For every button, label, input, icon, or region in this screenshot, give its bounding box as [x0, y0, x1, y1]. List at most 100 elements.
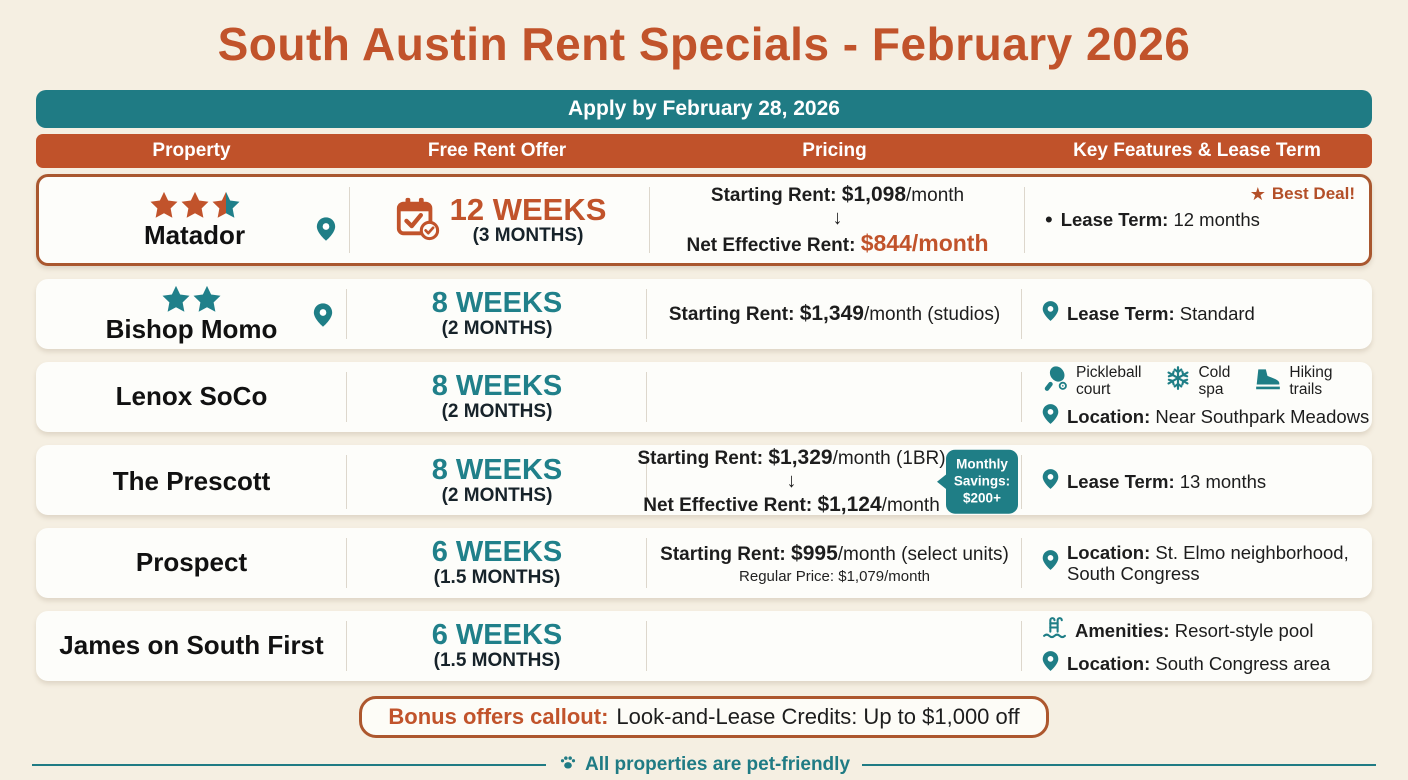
- offer-months: (1.5 MONTHS): [433, 566, 561, 588]
- location-pin-icon: [316, 216, 336, 247]
- paw-icon: [558, 752, 578, 778]
- property-cell: Bishop Momo: [36, 279, 347, 349]
- column-header-property: Property: [152, 140, 231, 161]
- table-row-james-on-south-first: James on South First 6 WEEKS (1.5 MONTHS…: [36, 611, 1372, 681]
- offer-cell: 8 WEEKS (2 MONTHS): [347, 445, 647, 519]
- lease-term-line: Lease Term: Standard: [1042, 300, 1255, 327]
- property-name: Bishop Momo: [105, 314, 278, 345]
- pricing-cell-empty: [647, 611, 1022, 681]
- rating-stars: [161, 284, 222, 314]
- hiking-boot-icon: [1254, 365, 1282, 396]
- starting-rent-line: Starting Rent: $995/month (select units): [660, 541, 1009, 565]
- best-deal-badge: ★ Best Deal!: [1249, 184, 1355, 204]
- offer-weeks: 8 WEEKS: [431, 369, 563, 402]
- star-icon: [150, 192, 177, 219]
- location-pin-icon: [1042, 549, 1059, 576]
- location-pin-icon: [313, 302, 333, 333]
- starting-rent-line: Starting Rent: $1,098/month: [710, 183, 965, 206]
- features-cell: Amenities: Resort-style pool Location: S…: [1022, 611, 1372, 681]
- snowflake-icon: [1165, 365, 1191, 396]
- offer-cell: 8 WEEKS (2 MONTHS): [347, 279, 647, 349]
- property-cell: The Prescott: [36, 445, 347, 519]
- offer-weeks: 8 WEEKS: [431, 454, 563, 487]
- offer-cell: 6 WEEKS (1.5 MONTHS): [347, 528, 647, 598]
- lease-term-line: Lease Term: 13 months: [1042, 468, 1266, 495]
- star-icon: [181, 192, 208, 219]
- calendar-check-icon: [394, 195, 440, 246]
- offer-months: (1.5 MONTHS): [433, 649, 561, 671]
- pricing-cell: Starting Rent: $995/month (select units)…: [647, 528, 1022, 598]
- best-deal-star-icon: ★: [1249, 184, 1266, 204]
- star-icon: [162, 286, 190, 313]
- net-rent-line: Net Effective Rent: $1,124/month: [643, 493, 940, 517]
- features-cell: Lease Term: 13 months: [1022, 445, 1372, 519]
- features-cell: Pickleball court Cold spa Hiking trails: [1022, 362, 1372, 432]
- location-line: Location: South Congress area: [1042, 650, 1330, 677]
- pricing-cell: Starting Rent: $1,329/month (1BR) ↓ Net …: [637, 445, 1022, 519]
- table-header-row: Property Free Rent Offer Pricing Key Fea…: [36, 134, 1372, 168]
- pool-ladder-icon: [1042, 615, 1067, 645]
- net-rent-line: Net Effective Rent: $844/month: [686, 230, 989, 257]
- features-cell: Location: St. Elmo neighborhood, South C…: [1022, 528, 1372, 598]
- location-pin-icon: [1042, 650, 1059, 677]
- column-header-pricing: Pricing: [802, 140, 867, 161]
- page-title: South Austin Rent Specials - February 20…: [217, 18, 1191, 70]
- down-arrow-icon: ↓: [786, 470, 797, 493]
- location-pin-icon: [1042, 468, 1059, 495]
- location-pin-icon: [1042, 403, 1059, 430]
- offer-months: (2 MONTHS): [441, 485, 553, 507]
- rating-stars: [149, 190, 241, 220]
- pricing-cell-empty: [647, 362, 1022, 432]
- offer-weeks: 6 WEEKS: [431, 535, 563, 568]
- location-line: Location: Near Southpark Meadows: [1042, 403, 1369, 430]
- property-name: Prospect: [135, 547, 248, 578]
- offer-months: (2 MONTHS): [441, 317, 553, 339]
- offer-weeks: 6 WEEKS: [431, 618, 563, 651]
- half-star-icon: [212, 192, 239, 219]
- features-cell: ★ Best Deal! • Lease Term: 12 months: [1025, 177, 1369, 263]
- starting-rent-line: Starting Rent: $1,329/month (1BR): [637, 446, 946, 469]
- rent-specials-infographic: South Austin Rent Specials - February 20…: [0, 12, 1408, 780]
- property-rows: Matador: [36, 174, 1372, 681]
- down-arrow-icon: ↓: [832, 207, 843, 230]
- apply-deadline-banner: Apply by February 28, 2026: [36, 90, 1372, 128]
- starting-rent-line: Starting Rent: $1,349/month (studios): [668, 301, 1001, 325]
- table-row-prospect: Prospect 6 WEEKS (1.5 MONTHS) Starting R…: [36, 528, 1372, 598]
- amenity-pickleball: Pickleball court: [1042, 364, 1141, 398]
- lease-term-line: • Lease Term: 12 months: [1045, 207, 1260, 232]
- table-row-lenox-soco: Lenox SoCo 8 WEEKS (2 MONTHS) Pickleball…: [36, 362, 1372, 432]
- features-cell: Lease Term: Standard: [1022, 279, 1372, 349]
- amenities-line: Amenities: Resort-style pool: [1042, 615, 1330, 645]
- offer-cell: 8 WEEKS (2 MONTHS): [347, 362, 647, 432]
- property-name: Matador: [143, 220, 246, 251]
- offer-weeks: 12 WEEKS: [449, 191, 607, 227]
- property-name: The Prescott: [112, 466, 271, 497]
- offer-cell: 12 WEEKS (3 MONTHS): [350, 177, 650, 263]
- amenity-cold-spa: Cold spa: [1165, 364, 1230, 398]
- property-cell: Matador: [39, 177, 350, 263]
- pet-friendly-footer: All properties are pet-friendly: [32, 752, 1376, 778]
- property-name: Lenox SoCo: [115, 381, 268, 412]
- offer-cell: 6 WEEKS (1.5 MONTHS): [347, 611, 647, 681]
- property-name: James on South First: [59, 630, 324, 661]
- pickleball-paddle-icon: [1042, 365, 1069, 397]
- table-row-the-prescott: The Prescott 8 WEEKS (2 MONTHS) Starting…: [36, 445, 1372, 516]
- bonus-text: Look-and-Lease Credits: Up to $1,000 off: [616, 704, 1020, 729]
- offer-months: (3 MONTHS): [472, 224, 584, 246]
- property-cell: James on South First: [36, 611, 347, 681]
- bullet-icon: •: [1045, 207, 1053, 232]
- column-header-offer: Free Rent Offer: [427, 140, 567, 161]
- bonus-label: Bonus offers callout:: [388, 704, 609, 729]
- location-line: Location: St. Elmo neighborhood, South C…: [1042, 542, 1372, 585]
- amenity-hiking: Hiking trails: [1254, 364, 1332, 398]
- offer-weeks: 8 WEEKS: [431, 286, 563, 319]
- monthly-savings-badge: Monthly Savings: $200+: [937, 449, 1018, 515]
- pet-friendly-text: All properties are pet-friendly: [585, 754, 851, 775]
- location-pin-icon: [1042, 300, 1059, 327]
- property-cell: Prospect: [36, 528, 347, 598]
- table-row-matador: Matador: [36, 174, 1372, 266]
- pricing-cell: Starting Rent: $1,098/month ↓ Net Effect…: [650, 177, 1025, 263]
- amenities-row: Pickleball court Cold spa Hiking trails: [1042, 364, 1332, 398]
- property-cell: Lenox SoCo: [36, 362, 347, 432]
- column-header-features: Key Features & Lease Term: [1073, 140, 1321, 161]
